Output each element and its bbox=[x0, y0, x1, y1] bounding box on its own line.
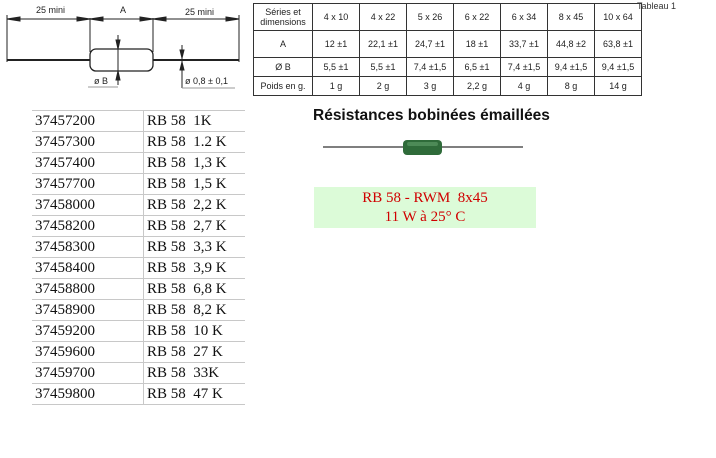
spec-cell: 5 x 26 bbox=[406, 3, 454, 31]
spec-row: A 12 ±1 22,1 ±1 24,7 ±1 18 ±1 33,7 ±1 44,8 ±2 6… bbox=[253, 30, 642, 58]
spec-cell: 18 ±1 bbox=[453, 30, 501, 58]
product-row: 37459800 RB 58 47 K bbox=[32, 383, 245, 405]
diam-b-label: ø B bbox=[94, 76, 108, 86]
spec-row: Ø B 5,5 ±1 5,5 ±1 7,4 ±1,5 6,5 ±1 7,4 ±1,5 9,4… bbox=[253, 57, 642, 77]
spec-cell: Séries et dimensions bbox=[253, 3, 313, 31]
product-ref: RB 58 3,3 K bbox=[143, 236, 245, 258]
spec-cell: 8 g bbox=[547, 76, 595, 96]
product-ref: RB 58 47 K bbox=[143, 383, 245, 405]
product-code: 37459800 bbox=[32, 383, 144, 405]
wire-diam-label: ø 0,8 ± 0,1 bbox=[185, 76, 228, 86]
spec-cell: 6 x 22 bbox=[453, 3, 501, 31]
spec-cell: Poids en g. bbox=[253, 76, 313, 96]
product-code: 37459200 bbox=[32, 320, 144, 342]
product-ref: RB 58 27 K bbox=[143, 341, 245, 363]
spec-cell: 7,4 ±1,5 bbox=[406, 57, 454, 77]
product-code: 37458300 bbox=[32, 236, 144, 258]
model-label: RB 58 - RWM 8x45 bbox=[362, 190, 488, 206]
right-length-label: 25 mini bbox=[185, 7, 214, 17]
product-ref: RB 58 1,3 K bbox=[143, 152, 245, 174]
spec-cell: 9,4 ±1,5 bbox=[594, 57, 642, 77]
a-label: A bbox=[120, 5, 126, 15]
power-label: 11 W à 25° C bbox=[384, 209, 466, 225]
product-code: 37459600 bbox=[32, 341, 144, 363]
product-code: 37457400 bbox=[32, 152, 144, 174]
info-box: RB 58 - RWM 8x45 11 W à 25° C bbox=[314, 187, 536, 228]
product-row: 37458900 RB 58 8,2 K bbox=[32, 299, 245, 321]
product-ref: RB 58 2,7 K bbox=[143, 215, 245, 237]
product-ref: RB 58 6,8 K bbox=[143, 278, 245, 300]
spec-cell: 8 x 45 bbox=[547, 3, 595, 31]
spec-cell: 6 x 34 bbox=[500, 3, 548, 31]
product-ref: RB 58 1.2 K bbox=[143, 131, 245, 153]
product-ref: RB 58 10 K bbox=[143, 320, 245, 342]
spec-cell: 10 x 64 bbox=[594, 3, 642, 31]
product-code: 37458900 bbox=[32, 299, 144, 321]
product-row: 37458200 RB 58 2,7 K bbox=[32, 215, 245, 237]
product-ref: RB 58 2,2 K bbox=[143, 194, 245, 216]
product-code: 37458400 bbox=[32, 257, 144, 279]
product-row: 37457700 RB 58 1,5 K bbox=[32, 173, 245, 195]
spec-table: Séries et dimensions 4 x 10 4 x 22 5 x 2… bbox=[253, 3, 642, 96]
spec-cell: 4 g bbox=[500, 76, 548, 96]
product-code: 37458800 bbox=[32, 278, 144, 300]
product-code: 37458200 bbox=[32, 215, 144, 237]
product-row: 37457400 RB 58 1,3 K bbox=[32, 152, 245, 174]
product-row: 37458400 RB 58 3,9 K bbox=[32, 257, 245, 279]
spec-cell: 14 g bbox=[594, 76, 642, 96]
product-ref: RB 58 1,5 K bbox=[143, 173, 245, 195]
spec-cell: Ø B bbox=[253, 57, 313, 77]
product-code: 37457700 bbox=[32, 173, 144, 195]
spec-cell: 2,2 g bbox=[453, 76, 501, 96]
spec-cell: 33,7 ±1 bbox=[500, 30, 548, 58]
product-code: 37458000 bbox=[32, 194, 144, 216]
spec-cell: 4 x 22 bbox=[359, 3, 407, 31]
product-row: 37459700 RB 58 33K bbox=[32, 362, 245, 384]
page-title: Résistances bobinées émaillées bbox=[313, 107, 550, 124]
spec-cell: 2 g bbox=[359, 76, 407, 96]
product-row: 37458300 RB 58 3,3 K bbox=[32, 236, 245, 258]
spec-cell: 9,4 ±1,5 bbox=[547, 57, 595, 77]
spec-cell: 5,5 ±1 bbox=[359, 57, 407, 77]
product-row: 37458000 RB 58 2,2 K bbox=[32, 194, 245, 216]
spec-cell: 4 x 10 bbox=[312, 3, 360, 31]
spec-cell: A bbox=[253, 30, 313, 58]
spec-cell: 3 g bbox=[406, 76, 454, 96]
spec-cell: 24,7 ±1 bbox=[406, 30, 454, 58]
resistor-dimension-diagram: 25 mini A 25 mini ø B ø 0,8 ± 0,1 bbox=[6, 5, 240, 89]
product-ref: RB 58 33K bbox=[143, 362, 245, 384]
product-code: 37457200 bbox=[32, 110, 144, 132]
spec-cell: 5,5 ±1 bbox=[312, 57, 360, 77]
product-row: 37459200 RB 58 10 K bbox=[32, 320, 245, 342]
left-length-label: 25 mini bbox=[36, 5, 65, 15]
product-list: 37457200 RB 58 1K 37457300 RB 58 1.2 K 37457… bbox=[32, 110, 245, 405]
product-code: 37457300 bbox=[32, 131, 144, 153]
spec-cell: 63,8 ±1 bbox=[594, 30, 642, 58]
product-row: 37458800 RB 58 6,8 K bbox=[32, 278, 245, 300]
table-caption: Tableau 1 bbox=[637, 1, 677, 11]
resistor-photo bbox=[323, 140, 523, 155]
product-row: 37457200 RB 58 1K bbox=[32, 110, 245, 132]
spec-cell: 6,5 ±1 bbox=[453, 57, 501, 77]
spec-cell: 1 g bbox=[312, 76, 360, 96]
product-code: 37459700 bbox=[32, 362, 144, 384]
spec-cell: 44,8 ±2 bbox=[547, 30, 595, 58]
product-row: 37457300 RB 58 1.2 K bbox=[32, 131, 245, 153]
product-ref: RB 58 1K bbox=[143, 110, 245, 132]
product-ref: RB 58 8,2 K bbox=[143, 299, 245, 321]
product-row: 37459600 RB 58 27 K bbox=[32, 341, 245, 363]
spec-cell: 22,1 ±1 bbox=[359, 30, 407, 58]
spec-header-row: Séries et dimensions 4 x 10 4 x 22 5 x 2… bbox=[253, 3, 642, 31]
spec-cell: 12 ±1 bbox=[312, 30, 360, 58]
product-ref: RB 58 3,9 K bbox=[143, 257, 245, 279]
spec-cell: 7,4 ±1,5 bbox=[500, 57, 548, 77]
